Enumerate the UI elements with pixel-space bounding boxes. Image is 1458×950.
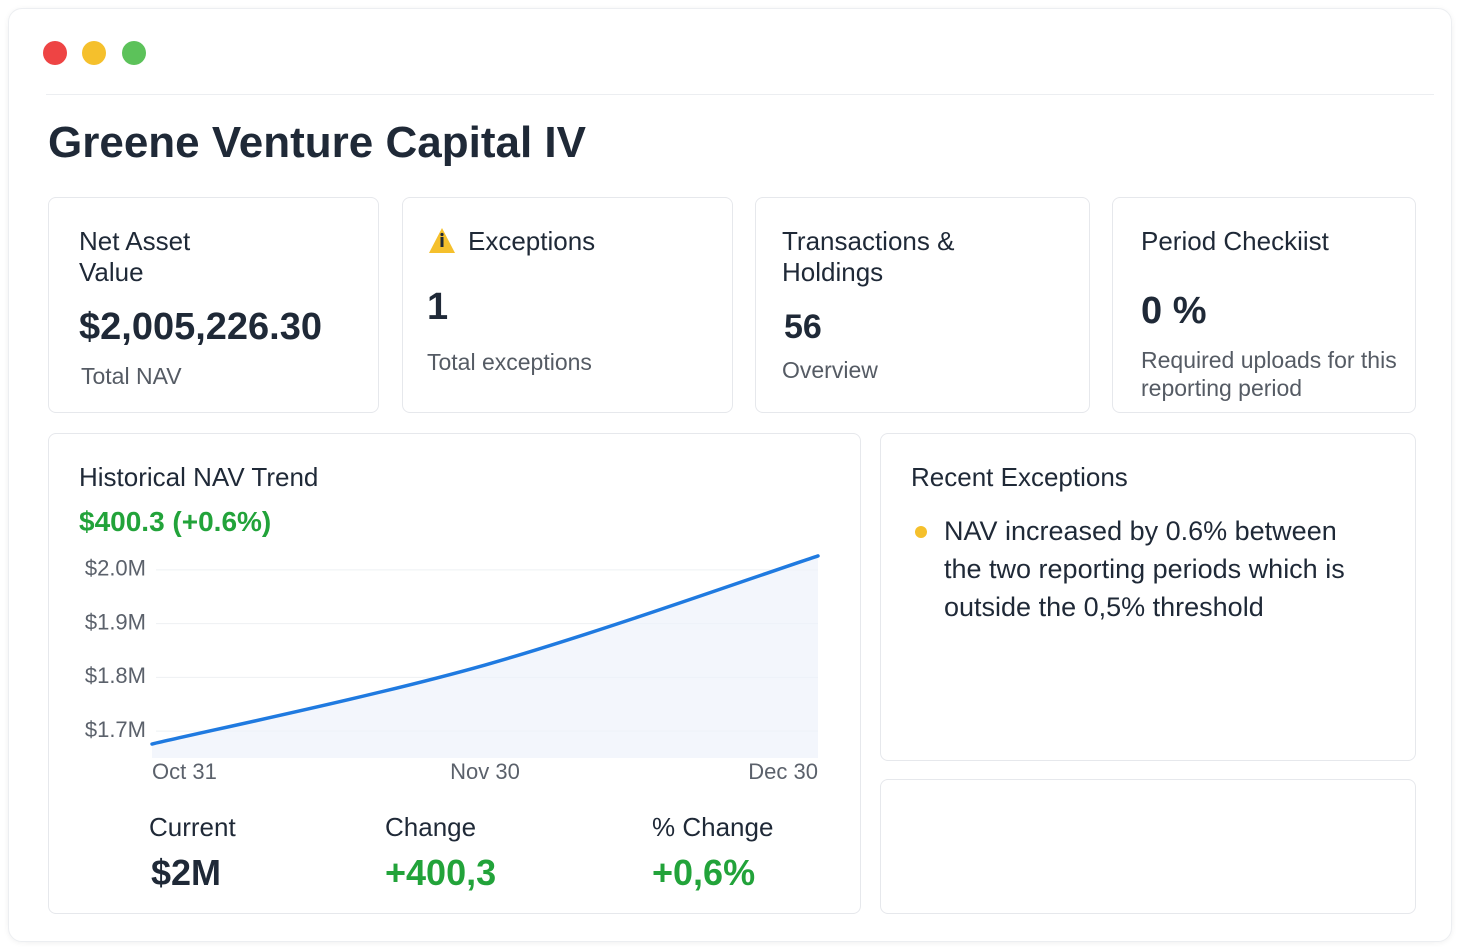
trend-title: Historical NAV Trend [79,462,319,492]
stat-value: +0,6% [652,852,756,893]
minimize-button[interactable] [82,41,106,65]
card-caption: Required uploads for this reporting peri… [1141,347,1397,401]
card-value: 1 [427,286,449,328]
close-button[interactable] [43,41,67,65]
exception-item: NAV increased by 0.6% between the two re… [944,516,1345,622]
maximize-button[interactable] [122,41,146,65]
stat-value: $2M [151,852,222,893]
section-title: Recent Exceptions [911,462,1128,492]
window-controls [43,41,146,65]
card-value: 56 [784,308,822,346]
x-tick-label: Dec 30 [748,759,818,784]
transactions-card: Transactions & Holdings 56 Overview [755,197,1090,413]
window [8,8,1452,942]
exceptions-card: Exceptions 1 Total exceptions [402,197,733,413]
card-caption: Overview [782,357,878,383]
stat-label: % Change [652,812,774,842]
y-tick-label: $1.9M [85,609,146,634]
stat-value: +400,3 [385,852,497,893]
y-tick-label: $1.8M [85,663,146,688]
card-title: Net Asset Value [79,226,191,287]
nav-card: Net Asset Value $2,005,226.30 Total NAV [48,197,379,413]
card-caption: Total exceptions [427,349,592,375]
recent-exceptions-card: Recent Exceptions NAV increased by 0.6% … [880,433,1416,761]
nav-line [150,554,820,746]
empty-card [880,779,1416,914]
card-title: Exceptions [468,226,596,256]
checklist-card: Period Checkiist 0 % Required uploads fo… [1112,197,1416,413]
stat-label: Change [385,812,477,842]
stat-label: Current [149,812,236,842]
card-value: $2,005,226.30 [79,306,323,348]
warning-icon [429,228,455,253]
nav-chart: $1.7M $1.8M $1.9M $2.0M Oct 31 Nov 30 Dec 30 [85,554,820,784]
area-fill [152,555,818,758]
card-caption: Total NAV [81,363,182,389]
y-tick-label: $1.7M [85,717,146,742]
page-title: Greene Venture Capital IV [48,118,586,167]
x-tick-label: Oct 31 [152,759,217,784]
card-title: Transactions & Holdings [782,226,955,287]
trend-change: $400.3 (+0.6%) [79,506,272,537]
x-tick-label: Nov 30 [450,759,520,784]
y-tick-label: $2.0M [85,556,146,581]
card-title: Period Checkiist [1141,226,1329,256]
card-value: 0 % [1141,290,1207,332]
bullet [915,526,927,538]
divider [46,94,1434,95]
